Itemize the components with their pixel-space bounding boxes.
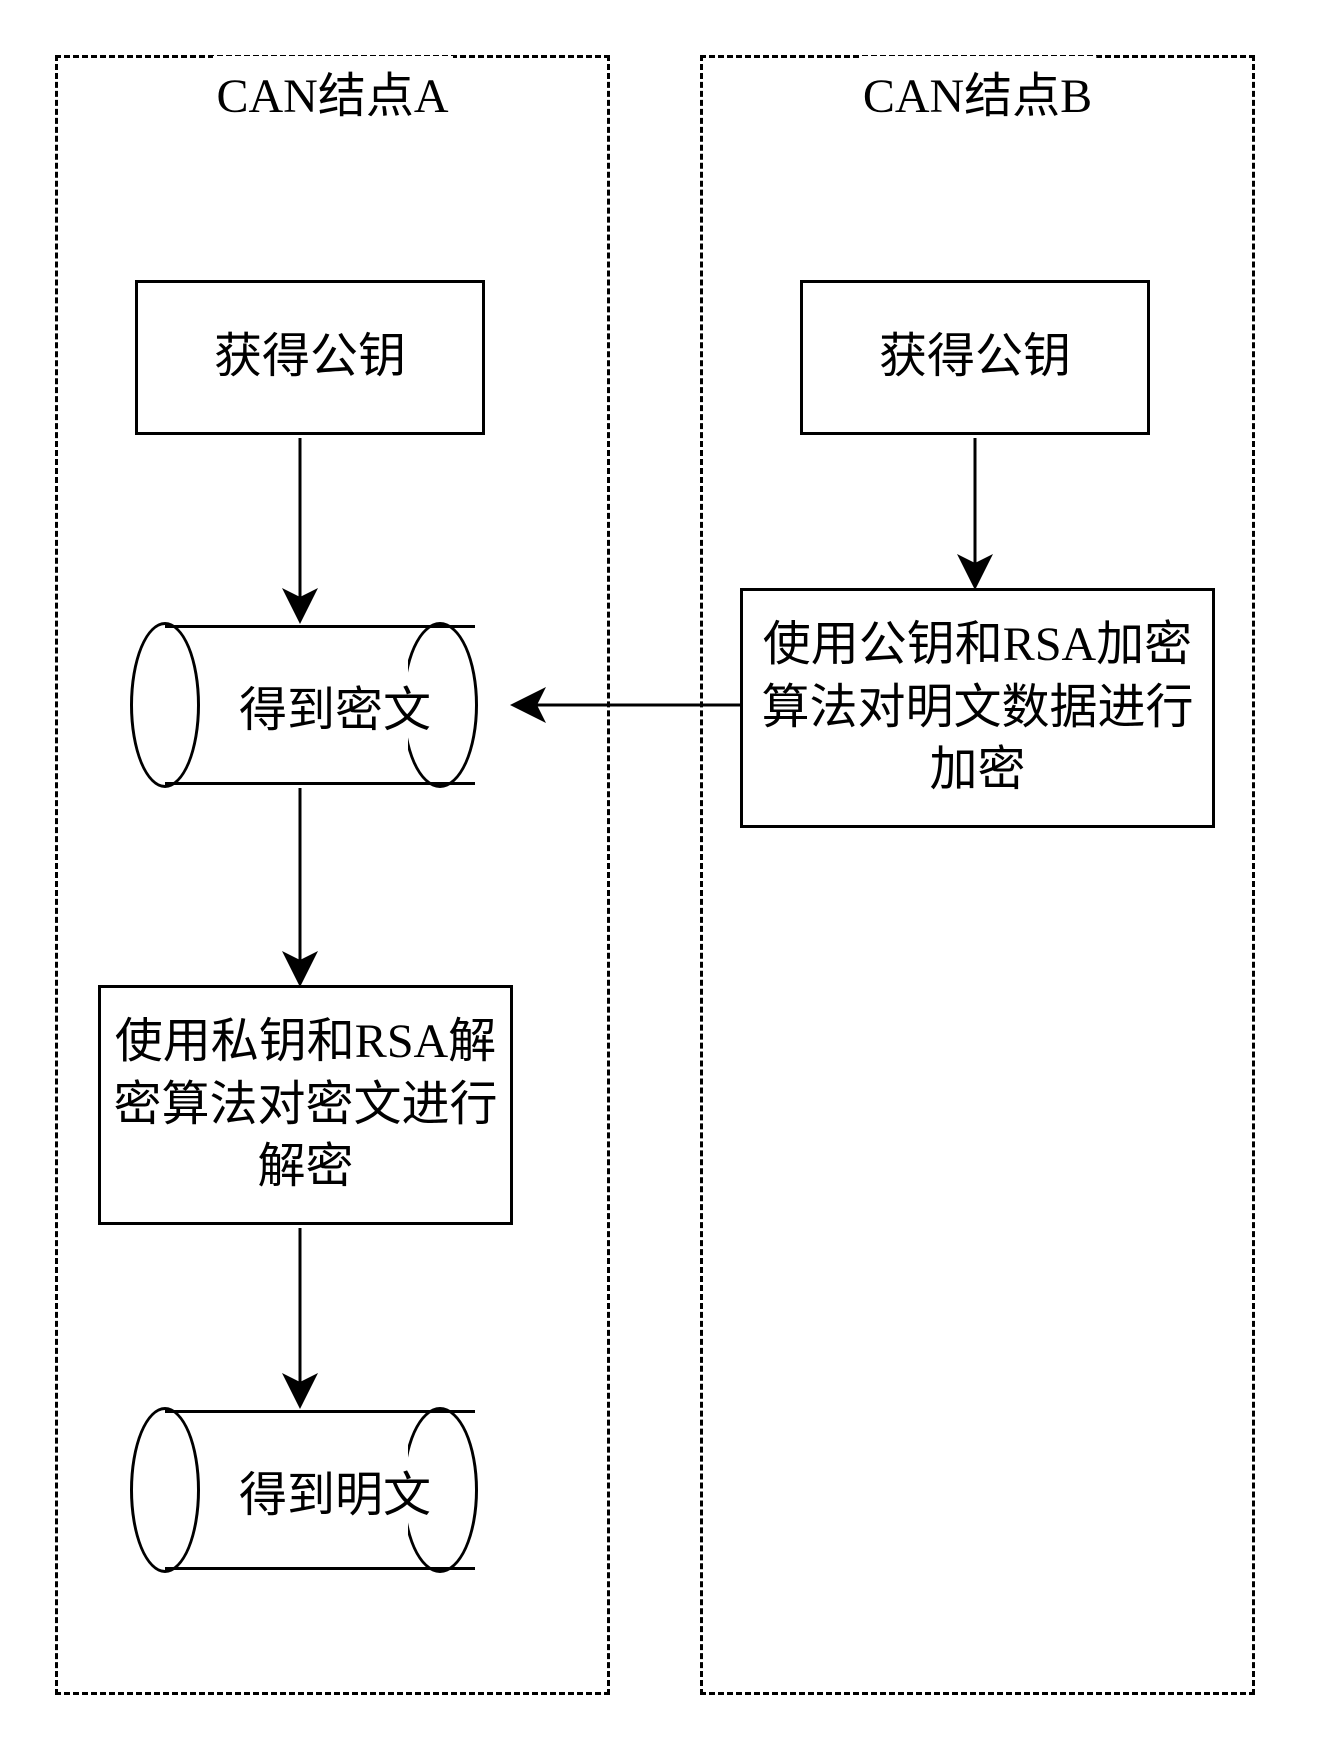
node-label: 获得公钥 <box>879 326 1071 388</box>
flowchart-container: CAN结点A CAN结点B 获得公钥 得到密文 使用私钥和RSA解密算法对密文进… <box>0 0 1317 1752</box>
panel-title-a: CAN结点A <box>212 56 452 126</box>
node-get-ciphertext: 得到密文 <box>165 625 475 785</box>
node-label: 得到明文 <box>209 1455 431 1525</box>
node-label: 获得公钥 <box>214 326 406 388</box>
node-label: 得到密文 <box>209 670 431 740</box>
panel-title-b: CAN结点B <box>859 56 1096 126</box>
node-encrypt-with-public-key: 使用公钥和RSA加密算法对明文数据进行加密 <box>740 588 1215 828</box>
cylinder-cap-icon <box>408 1407 478 1573</box>
cylinder-cap-icon <box>408 622 478 788</box>
node-decrypt-with-private-key: 使用私钥和RSA解密算法对密文进行解密 <box>98 985 513 1225</box>
node-label: 使用公钥和RSA加密算法对明文数据进行加密 <box>753 614 1202 801</box>
node-obtain-public-key-b: 获得公钥 <box>800 280 1150 435</box>
node-get-plaintext: 得到明文 <box>165 1410 475 1570</box>
node-obtain-public-key-a: 获得公钥 <box>135 280 485 435</box>
node-label: 使用私钥和RSA解密算法对密文进行解密 <box>111 1011 500 1198</box>
